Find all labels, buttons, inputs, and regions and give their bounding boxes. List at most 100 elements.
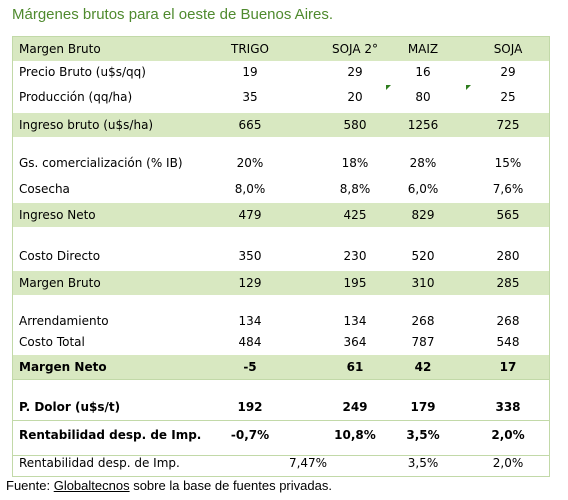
cell-value: 280 [496,249,520,263]
cell-value: 548 [496,335,520,349]
cell-value: 484 [238,335,262,349]
table-row: Margen Bruto 129 195 310 285 [13,271,549,295]
row-label: Rentabilidad desp. de Imp. [19,428,202,442]
cell-value: 17 [499,360,517,374]
row-label: Ingreso Neto [19,208,96,222]
source-brand-link[interactable]: Globaltecnos [53,478,130,493]
table-row: Costo Directo 350 230 520 280 [13,249,549,269]
cell-value: 134 [238,314,262,328]
row-label: Margen Bruto [19,276,101,290]
cell-value: 6,0% [407,182,439,196]
cell-value: 134 [343,314,367,328]
cell-value: 350 [238,249,262,263]
cell-value: 18% [341,156,369,170]
row-label: Precio Bruto (u$s/qq) [19,65,146,79]
cell-value: 15% [494,156,522,170]
row-label: Margen Neto [19,360,107,374]
source-rest: sobre la base de fuentes privadas. [129,478,332,493]
cell-value: 2,0% [492,456,524,470]
row-label: Rentabilidad desp. de Imp. [19,456,180,470]
cell-value: 285 [496,276,520,290]
table-row: Margen Neto -5 61 42 17 [13,355,549,379]
cell-value: 179 [410,400,436,414]
col-trigo: TRIGO [231,42,269,56]
cell-value: 268 [411,314,435,328]
cell-value: 520 [411,249,435,263]
cell-value: 268 [496,314,520,328]
cell-value: 7,6% [492,182,524,196]
table-row: Rentabilidad desp. de Imp. -0,7% 10,8% 3… [13,428,549,448]
cell-value: 129 [238,276,262,290]
cell-value: -5 [243,360,257,374]
source-note: Fuente: Globaltecnos sobre la base de fu… [6,478,332,493]
cell-value: 3,5% [406,428,440,442]
cell-value: 479 [238,208,262,222]
cell-value: 8,0% [234,182,266,196]
cell-value: 61 [346,360,364,374]
cell-value: 1256 [407,118,439,132]
table-row: Costo Total 484 364 787 548 [13,335,549,355]
cell-value: 725 [496,118,520,132]
cell-value: -0,7% [230,428,270,442]
divider [13,420,549,421]
table-row: Precio Bruto (u$s/qq) 19 29 16 29 [13,65,549,85]
cell-value: 8,8% [339,182,371,196]
row-label: Costo Directo [19,249,101,263]
cell-value: 19 [242,65,258,79]
row-label: Costo Total [19,335,85,349]
row-label: Gs. comercialización (% IB) [19,156,183,170]
col-maiz: MAIZ [407,42,439,56]
row-label: Producción (qq/ha) [19,90,133,104]
cell-value: 20 [347,90,363,104]
cell-value: 29 [500,65,516,79]
cell-value: 29 [347,65,363,79]
comment-marker-icon [386,85,391,90]
cell-value: 310 [411,276,435,290]
table-row: Producción (qq/ha) 35 20 80 25 [13,90,549,110]
table-row: Ingreso Neto 479 425 829 565 [13,203,549,227]
table-row: Cosecha 8,0% 8,8% 6,0% 7,6% [13,182,549,202]
margins-table-footer: Rentabilidad desp. de Imp. 7,47% 3,5% 2,… [12,454,550,477]
table-row: Gs. comercialización (% IB) 20% 18% 28% … [13,156,549,176]
cell-value: 195 [343,276,367,290]
cell-value: 364 [343,335,367,349]
cell-value: 829 [411,208,435,222]
row-label: P. Dolor (u$s/t) [19,400,121,414]
row-label: Arrendamiento [19,314,109,328]
col-soja2: SOJA 2° [331,42,379,56]
cell-value: 230 [343,249,367,263]
cell-value-combined: 7,47% [288,456,328,470]
cell-value: 3,5% [407,456,439,470]
cell-value: 665 [238,118,262,132]
cell-value: 338 [495,400,521,414]
cell-value: 80 [415,90,431,104]
cell-value: 425 [343,208,367,222]
header-row: Margen Bruto TRIGO SOJA 2° MAIZ SOJA [13,37,549,61]
cell-value: 787 [411,335,435,349]
table-row: Arrendamiento 134 134 268 268 [13,314,549,334]
cell-value: 192 [237,400,263,414]
cell-value: 20% [236,156,264,170]
col-soja: SOJA [493,42,523,56]
row-label: Ingreso bruto (u$s/ha) [19,118,154,132]
table-row: Rentabilidad desp. de Imp. 7,47% 3,5% 2,… [13,456,549,476]
header-label: Margen Bruto [19,42,101,56]
cell-value: 10,8% [334,428,376,442]
comment-marker-icon [466,85,471,90]
cell-value: 35 [242,90,258,104]
cell-value: 249 [342,400,368,414]
table-row: Ingreso bruto (u$s/ha) 665 580 1256 725 [13,113,549,137]
table-title: Márgenes brutos para el oeste de Buenos … [12,6,334,23]
cell-value: 565 [496,208,520,222]
cell-value: 580 [343,118,367,132]
cell-value: 25 [500,90,516,104]
table-row: P. Dolor (u$s/t) 192 249 179 338 [13,400,549,420]
cell-value: 42 [414,360,432,374]
cell-value: 28% [409,156,437,170]
cell-value: 16 [415,65,431,79]
source-prefix: Fuente: [6,478,54,493]
cell-value: 2,0% [491,428,525,442]
margins-table: Margen Bruto TRIGO SOJA 2° MAIZ SOJA Pre… [12,36,550,456]
divider [13,379,549,380]
row-label: Cosecha [19,182,70,196]
